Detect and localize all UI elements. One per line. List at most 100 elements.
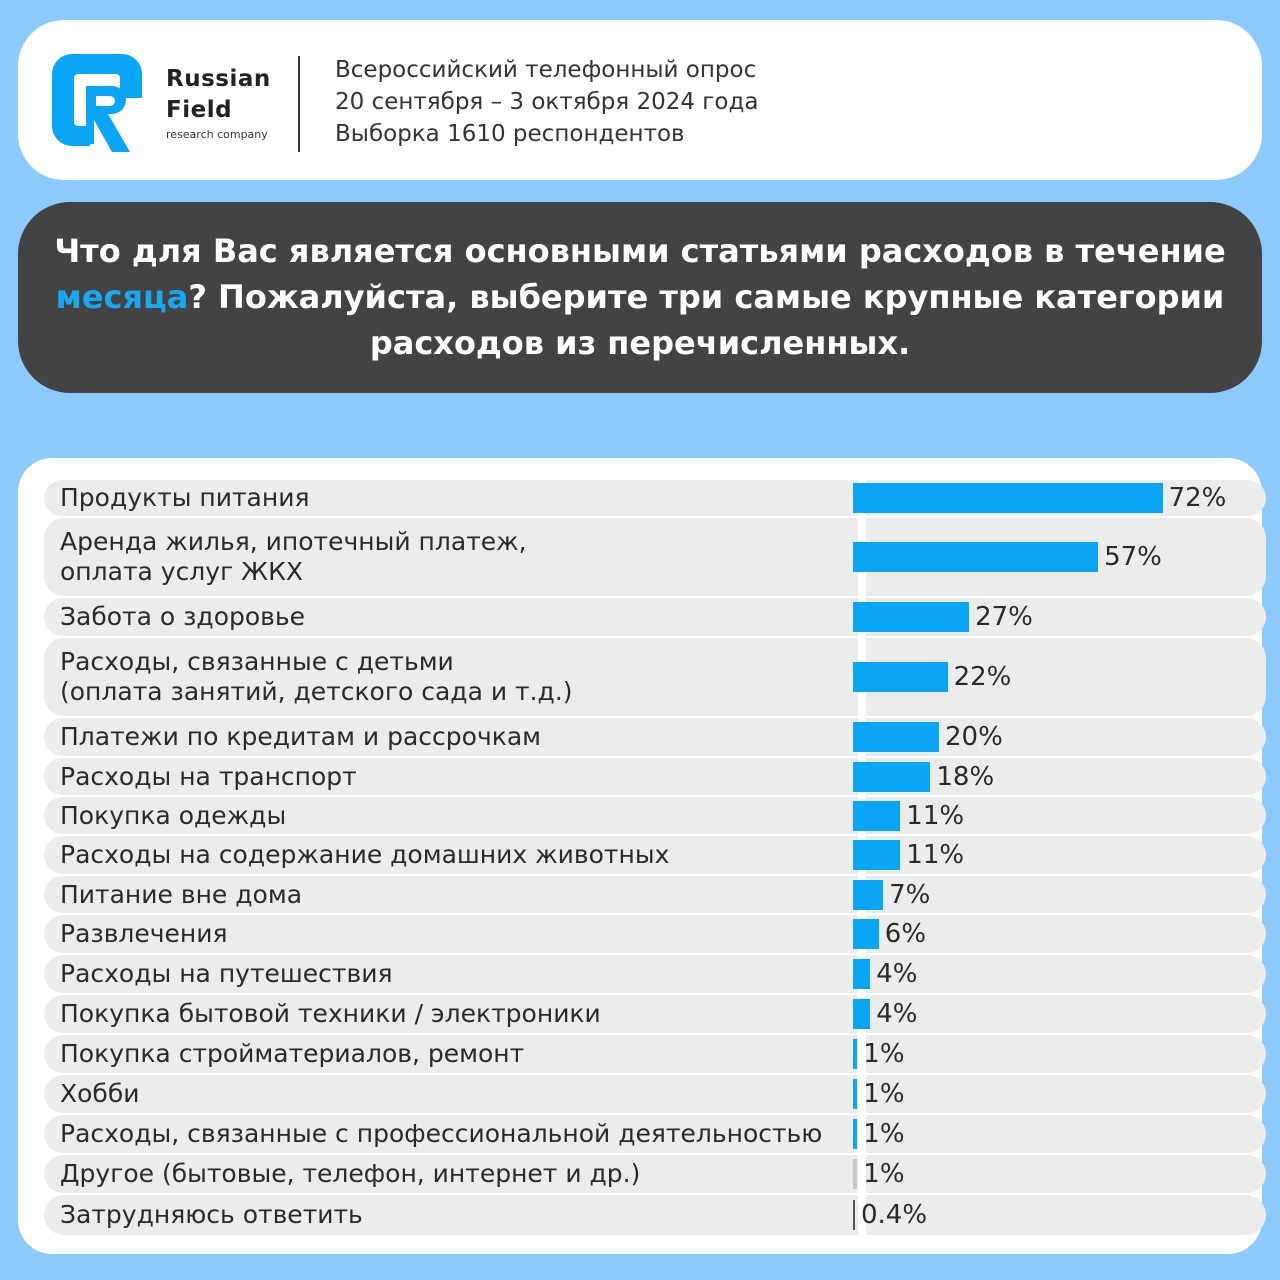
question-part-2: ? Пожалуйста, выберите три самые крупные… bbox=[188, 278, 1225, 362]
bar bbox=[853, 919, 879, 949]
bar bbox=[853, 722, 939, 752]
row-separator bbox=[858, 1115, 866, 1153]
chart-row: Расходы на транспорт bbox=[44, 758, 1266, 795]
question-highlight: месяца bbox=[55, 278, 189, 316]
row-separator bbox=[858, 1035, 866, 1073]
category-label: Платежи по кредитам и рассрочкам bbox=[60, 718, 850, 756]
bar bbox=[853, 1079, 858, 1109]
category-label: Развлечения bbox=[60, 915, 850, 953]
category-label: Затрудняюсь ответить bbox=[60, 1195, 850, 1235]
value-label: 57% bbox=[1104, 542, 1162, 572]
bar bbox=[853, 879, 884, 910]
value-label: 11% bbox=[906, 800, 965, 831]
question-card: Что для Вас является основными статьями … bbox=[18, 202, 1262, 393]
category-label-line: Расходы на транспорт bbox=[60, 761, 357, 791]
chart-row: Забота о здоровье bbox=[44, 598, 1266, 636]
value-label: 27% bbox=[975, 602, 1033, 632]
survey-line-1: Всероссийский телефонный опрос bbox=[335, 57, 757, 83]
category-label-line: Другое (бытовые, телефон, интернет и др.… bbox=[60, 1159, 641, 1188]
chart-row: Развлечения bbox=[44, 915, 1266, 953]
bar bbox=[853, 999, 871, 1029]
category-label: Покупка бытовой техники / электроники bbox=[60, 995, 850, 1033]
category-label-line: Расходы, связанные с профессиональной де… bbox=[60, 1119, 823, 1148]
row-separator bbox=[858, 1195, 866, 1235]
brand-line-3: research company bbox=[166, 128, 268, 141]
value-label: 6% bbox=[884, 919, 927, 949]
category-label: Продукты питания bbox=[60, 480, 850, 516]
category-label-line: Платежи по кредитам и рассрочкам bbox=[60, 722, 542, 751]
chart-row: Питание вне дома bbox=[44, 876, 1266, 913]
bar bbox=[853, 840, 901, 870]
brand-line-1: Russian bbox=[166, 66, 271, 92]
chart-row: Расходы, связанные с профессиональной де… bbox=[44, 1115, 1266, 1153]
chart-card: Продукты питания 72% Аренда жилья, ипотечн… bbox=[18, 458, 1266, 1254]
value-label: 4% bbox=[876, 999, 918, 1029]
value-label: 11% bbox=[906, 840, 965, 870]
russian-field-logo-icon bbox=[52, 54, 142, 152]
category-label-line: Продукты питания bbox=[60, 483, 310, 512]
category-label-line: Забота о здоровье bbox=[60, 602, 306, 631]
survey-line-2: 20 сентября – 3 октября 2024 года bbox=[335, 89, 759, 115]
bar bbox=[853, 959, 871, 989]
row-separator bbox=[858, 1155, 866, 1193]
bar bbox=[853, 761, 931, 792]
bar bbox=[853, 1119, 858, 1149]
bar bbox=[853, 542, 1099, 572]
row-separator bbox=[858, 1075, 866, 1113]
question-part-1: Что для Вас является основными статьями … bbox=[54, 232, 1226, 270]
value-label: 7% bbox=[889, 879, 931, 910]
chart-row: Хобби bbox=[44, 1075, 1266, 1113]
category-label-line: Покупка одежды bbox=[60, 800, 287, 830]
brand-name: Russian Field research company bbox=[166, 64, 271, 144]
category-label-line: Расходы на содержание домашних животных bbox=[60, 840, 670, 869]
category-label-line: Расходы, связанные с детьми bbox=[60, 647, 454, 676]
bar bbox=[853, 1039, 858, 1069]
category-label: Расходы на содержание домашних животных bbox=[60, 836, 850, 874]
category-label-line: Хобби bbox=[60, 1079, 140, 1108]
category-label-line: Питание вне дома bbox=[60, 879, 303, 909]
category-label: Другое (бытовые, телефон, интернет и др.… bbox=[60, 1155, 850, 1193]
category-label: Расходы на путешествия bbox=[60, 955, 850, 993]
category-label: Расходы, связанные с профессиональной де… bbox=[60, 1115, 850, 1153]
chart-row: Покупка бытовой техники / электроники bbox=[44, 995, 1266, 1033]
category-label: Расходы, связанные с детьми (оплата занят… bbox=[60, 638, 850, 716]
value-label: 1% bbox=[863, 1039, 905, 1069]
chart-row: Затрудняюсь ответить bbox=[44, 1195, 1266, 1235]
category-label-line: Расходы на путешествия bbox=[60, 959, 393, 988]
category-label: Хобби bbox=[60, 1075, 850, 1113]
category-label-line: Покупка бытовой техники / электроники bbox=[60, 999, 601, 1028]
bar bbox=[853, 1159, 858, 1189]
bar bbox=[853, 1200, 855, 1230]
category-label-line: (оплата занятий, детского сада и т.д.) bbox=[60, 677, 573, 706]
value-label: 22% bbox=[953, 662, 1012, 692]
bar bbox=[853, 602, 970, 632]
category-label-line: Затрудняюсь ответить bbox=[60, 1200, 363, 1229]
chart-row: Расходы, связанные с детьми (оплата занят… bbox=[44, 638, 1266, 716]
chart-row: Покупка стройматериалов, ремонт bbox=[44, 1035, 1266, 1073]
bar bbox=[853, 800, 901, 831]
chart-row: Расходы на содержание домашних животных bbox=[44, 836, 1266, 874]
value-label: 18% bbox=[936, 761, 995, 792]
value-label: 4% bbox=[876, 959, 918, 989]
category-label: Забота о здоровье bbox=[60, 598, 850, 636]
bar bbox=[853, 483, 1163, 513]
question-title: Что для Вас является основными статьями … bbox=[48, 228, 1232, 366]
category-label-line: Аренда жилья, ипотечный платеж, bbox=[60, 527, 527, 556]
category-label: Покупка одежды bbox=[60, 797, 850, 834]
category-label: Расходы на транспорт bbox=[60, 758, 850, 795]
category-label-line: Покупка стройматериалов, ремонт bbox=[60, 1039, 525, 1068]
bar bbox=[853, 662, 948, 692]
category-label: Питание вне дома bbox=[60, 876, 850, 913]
category-label: Покупка стройматериалов, ремонт bbox=[60, 1035, 850, 1073]
chart-row: Расходы на путешествия bbox=[44, 955, 1266, 993]
chart-row: Покупка одежды bbox=[44, 797, 1266, 834]
category-label-line: оплата услуг ЖКХ bbox=[60, 557, 303, 586]
value-label: 1% bbox=[863, 1119, 905, 1149]
value-label: 0.4% bbox=[861, 1200, 928, 1230]
value-label: 1% bbox=[863, 1159, 905, 1189]
brand-line-2: Field bbox=[166, 97, 233, 123]
survey-line-3: Выборка 1610 респондентов bbox=[335, 121, 685, 147]
category-label: Аренда жилья, ипотечный платеж, оплата ус… bbox=[60, 518, 850, 596]
value-label: 20% bbox=[945, 722, 1003, 752]
header-card bbox=[18, 20, 1262, 180]
